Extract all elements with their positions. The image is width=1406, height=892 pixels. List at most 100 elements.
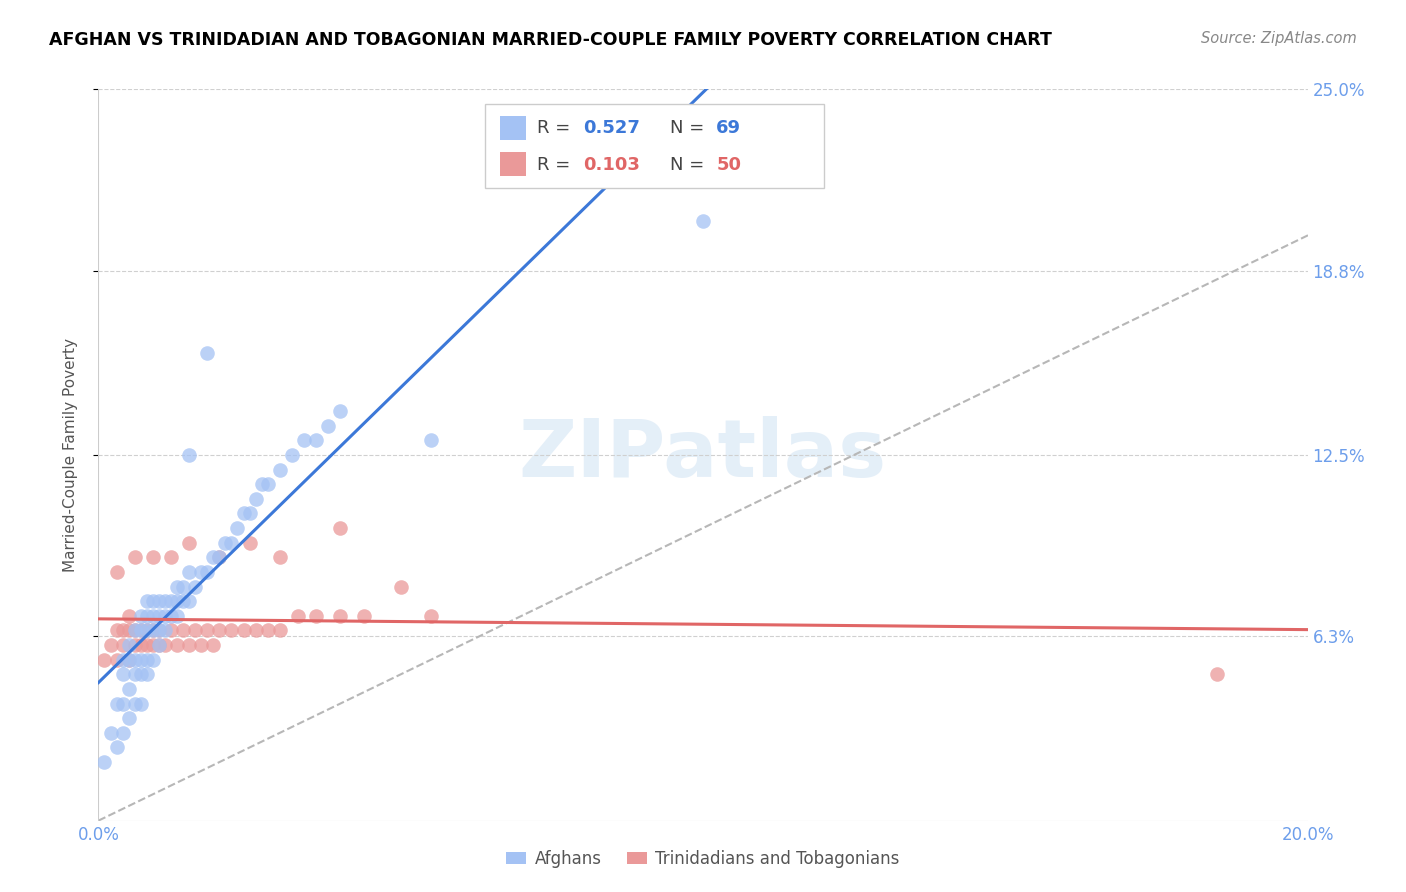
Point (118, 653, 141, 667)
Point (232, 624, 254, 638)
Point (195, 565, 218, 579)
Point (142, 638, 165, 652)
Text: 69: 69 (716, 119, 741, 137)
Point (287, 608, 309, 623)
Point (142, 624, 165, 638)
Point (245, 624, 267, 638)
Point (118, 681, 141, 696)
Point (239, 507, 262, 521)
Point (292, 434, 315, 448)
Point (118, 608, 141, 623)
Y-axis label: Married-Couple Family Poverty: Married-Couple Family Poverty (63, 338, 77, 572)
Point (184, 580, 207, 594)
Point (329, 608, 352, 623)
Point (153, 608, 176, 623)
Point (160, 550, 183, 565)
Point (1206, 667, 1229, 681)
Point (153, 638, 176, 652)
Point (124, 653, 146, 667)
Point (118, 653, 141, 667)
Point (153, 624, 176, 638)
Text: Source: ZipAtlas.com: Source: ZipAtlas.com (1201, 31, 1357, 46)
Point (124, 550, 146, 565)
Point (221, 535, 243, 549)
Point (195, 624, 218, 638)
Point (305, 434, 328, 448)
Point (166, 580, 188, 594)
Point (135, 653, 157, 667)
Point (135, 608, 157, 623)
Point (111, 624, 134, 638)
Point (208, 550, 231, 565)
Point (118, 624, 141, 638)
Point (111, 667, 134, 681)
Point (124, 624, 146, 638)
Point (153, 594, 176, 608)
Point (129, 638, 152, 652)
Point (100, 638, 122, 652)
Point (105, 653, 128, 667)
Point (208, 550, 231, 565)
Point (111, 697, 134, 711)
Point (202, 638, 225, 652)
Point (281, 448, 304, 462)
Point (160, 608, 183, 623)
Point (124, 638, 146, 652)
Point (305, 608, 328, 623)
Point (142, 608, 165, 623)
Point (202, 550, 225, 565)
FancyBboxPatch shape (501, 116, 526, 140)
Text: R =: R = (537, 119, 576, 137)
Point (172, 624, 194, 638)
Point (179, 448, 201, 462)
FancyBboxPatch shape (501, 153, 526, 177)
Point (190, 565, 212, 579)
Point (179, 594, 201, 608)
Point (105, 624, 128, 638)
Text: 50: 50 (716, 155, 741, 174)
Point (124, 624, 146, 638)
Point (329, 521, 352, 535)
Text: 0.103: 0.103 (583, 155, 640, 174)
Point (269, 550, 291, 565)
Point (105, 740, 128, 755)
Point (148, 608, 170, 623)
Point (232, 507, 254, 521)
Point (179, 565, 201, 579)
Point (118, 638, 141, 652)
Point (269, 462, 291, 476)
Point (148, 594, 170, 608)
Point (148, 638, 170, 652)
Point (129, 667, 152, 681)
Point (129, 624, 152, 638)
Point (256, 477, 278, 491)
Point (190, 638, 212, 652)
Point (129, 697, 152, 711)
Point (329, 404, 352, 418)
Point (179, 638, 201, 652)
Text: N =: N = (671, 155, 710, 174)
Point (172, 580, 194, 594)
Point (269, 624, 291, 638)
Point (208, 624, 231, 638)
Point (142, 624, 165, 638)
Point (166, 594, 188, 608)
Point (111, 638, 134, 652)
Point (111, 726, 134, 740)
Point (129, 608, 152, 623)
Point (111, 653, 134, 667)
Point (316, 418, 339, 433)
Point (148, 638, 170, 652)
Text: ZIPatlas: ZIPatlas (519, 416, 887, 494)
Point (420, 608, 443, 623)
Text: 0.527: 0.527 (583, 119, 640, 137)
Point (389, 580, 412, 594)
Point (93, 653, 115, 667)
Point (142, 550, 165, 565)
Point (420, 434, 443, 448)
Point (135, 624, 157, 638)
Point (221, 624, 243, 638)
Point (142, 653, 165, 667)
Text: R =: R = (537, 155, 576, 174)
FancyBboxPatch shape (485, 103, 824, 188)
